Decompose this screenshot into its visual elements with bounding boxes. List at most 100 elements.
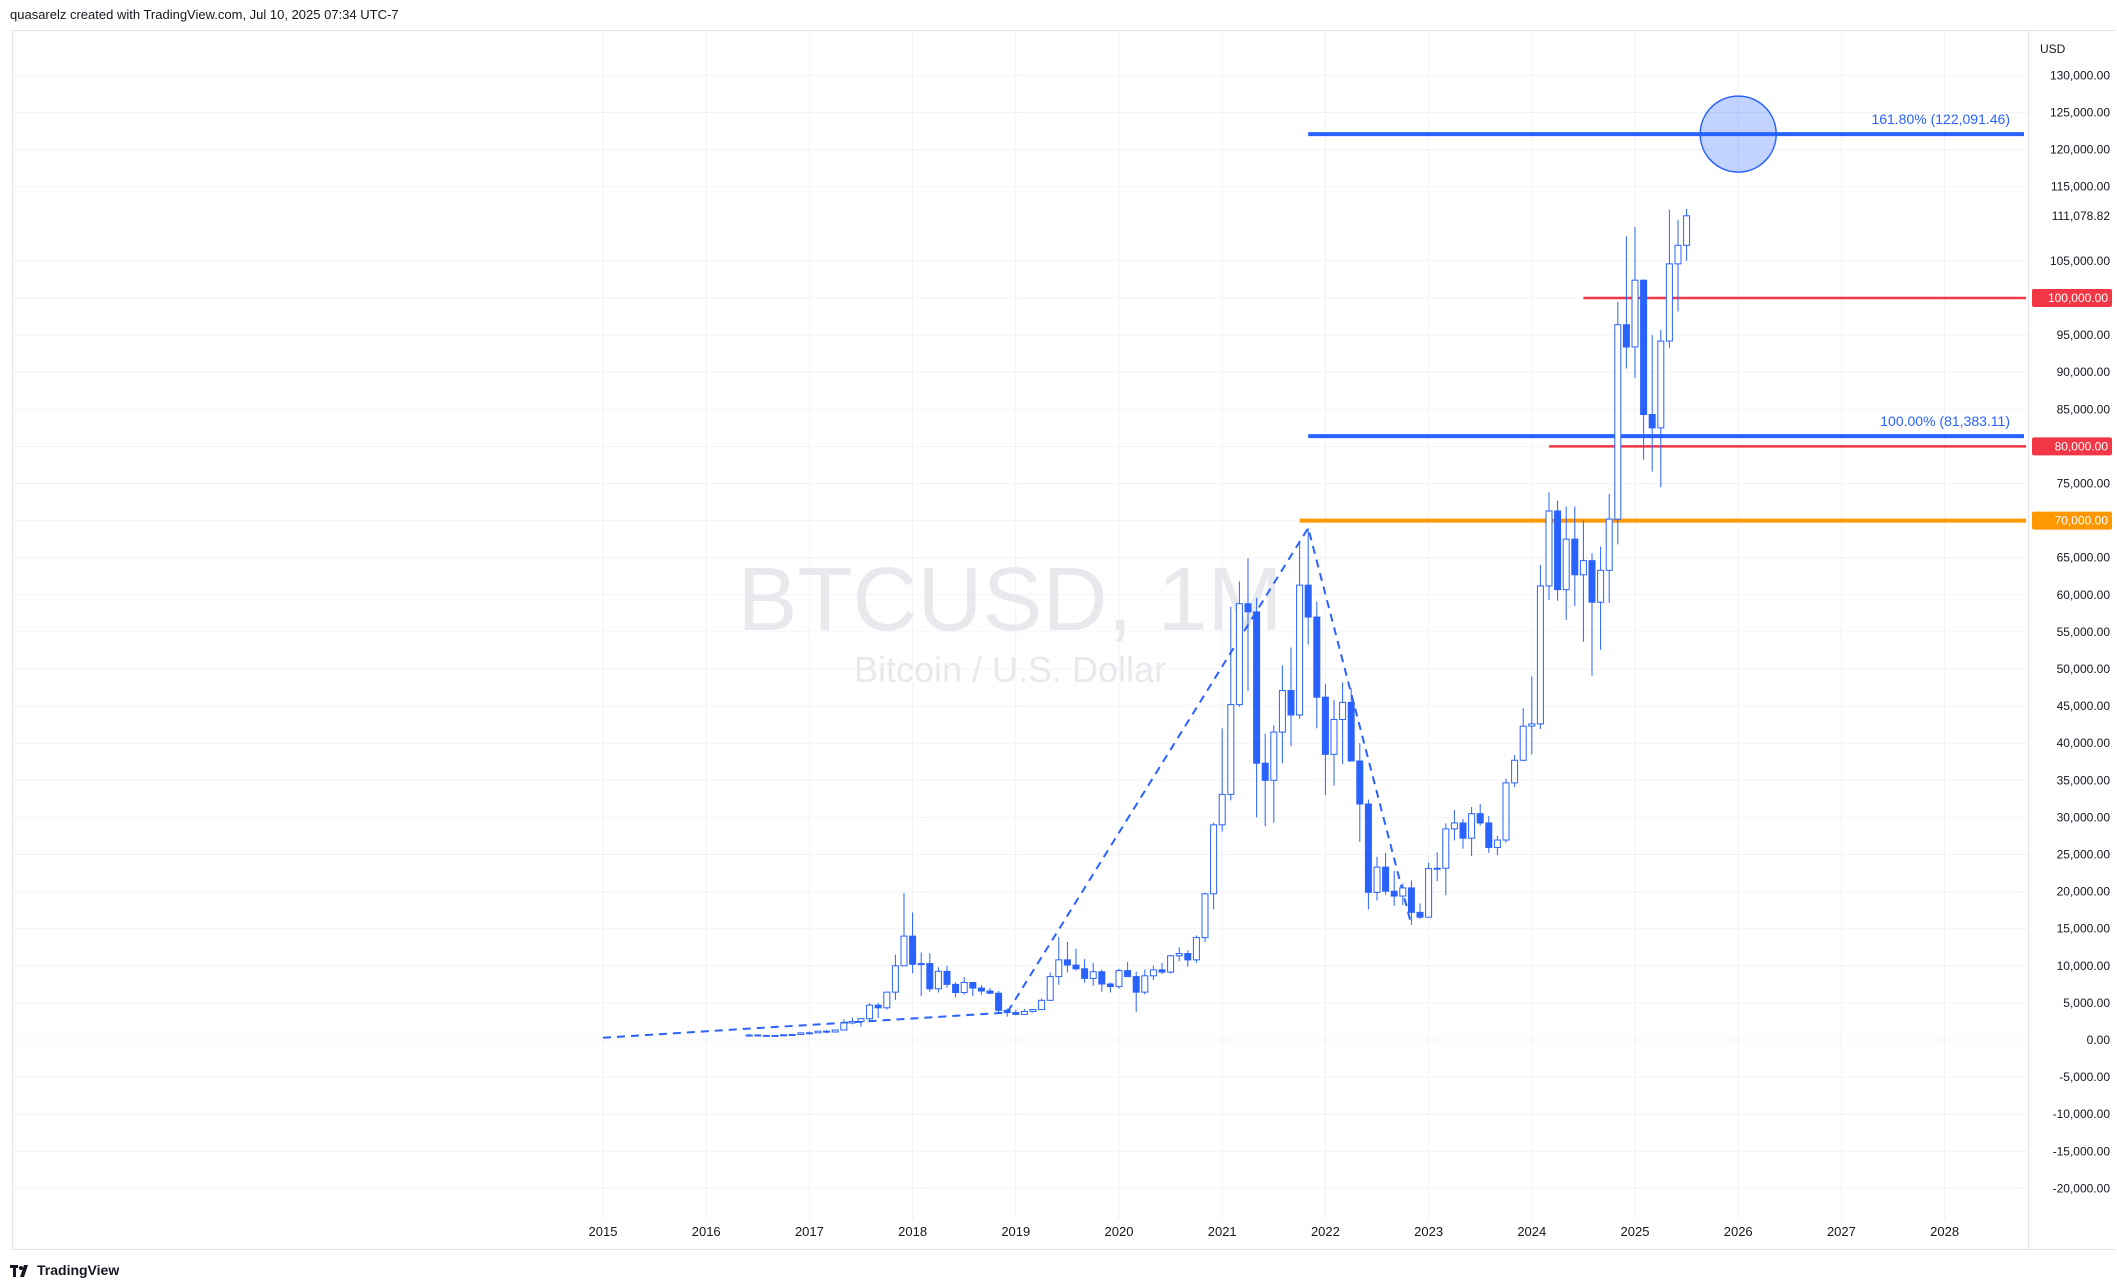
- candle[interactable]: [1115, 968, 1123, 989]
- candle[interactable]: [1554, 500, 1562, 601]
- candle[interactable]: [1029, 1009, 1037, 1013]
- candle[interactable]: [840, 1019, 848, 1031]
- candle[interactable]: [926, 953, 934, 992]
- candle[interactable]: [1442, 823, 1450, 896]
- candle[interactable]: [1407, 880, 1415, 925]
- level-price-badge[interactable]: [2032, 289, 2112, 307]
- candle[interactable]: [745, 1033, 753, 1037]
- candle[interactable]: [848, 1017, 856, 1025]
- candle[interactable]: [1304, 528, 1312, 645]
- candle[interactable]: [831, 1029, 839, 1033]
- candle[interactable]: [891, 954, 899, 1000]
- candle[interactable]: [969, 981, 977, 997]
- candle[interactable]: [1192, 935, 1200, 963]
- level-price-badge[interactable]: [2032, 511, 2112, 530]
- candle[interactable]: [780, 1034, 788, 1037]
- candle[interactable]: [1270, 725, 1278, 823]
- candle[interactable]: [1158, 962, 1166, 974]
- candle[interactable]: [1081, 959, 1089, 983]
- candle[interactable]: [1046, 972, 1054, 1001]
- candle[interactable]: [1502, 778, 1510, 843]
- candle[interactable]: [1511, 755, 1519, 787]
- candle[interactable]: [1175, 947, 1183, 962]
- candle[interactable]: [1235, 581, 1243, 707]
- candle[interactable]: [1597, 546, 1605, 650]
- candle[interactable]: [1210, 822, 1218, 910]
- candle[interactable]: [874, 1002, 882, 1019]
- candle[interactable]: [1321, 683, 1329, 796]
- candle[interactable]: [1622, 236, 1630, 369]
- candle[interactable]: [797, 1032, 805, 1035]
- candle[interactable]: [995, 991, 1003, 1014]
- candle[interactable]: [986, 988, 994, 994]
- candle[interactable]: [1528, 676, 1536, 755]
- candle[interactable]: [1261, 733, 1269, 827]
- candle[interactable]: [1536, 565, 1544, 730]
- candle[interactable]: [1003, 1008, 1011, 1017]
- candle[interactable]: [1390, 870, 1398, 906]
- candle[interactable]: [900, 893, 908, 967]
- candle[interactable]: [1167, 955, 1175, 974]
- candle[interactable]: [1132, 971, 1140, 1012]
- candle[interactable]: [883, 991, 891, 1010]
- candle[interactable]: [909, 912, 917, 974]
- candle[interactable]: [1106, 982, 1114, 993]
- candle[interactable]: [1605, 493, 1613, 603]
- candle[interactable]: [1098, 969, 1106, 992]
- candle[interactable]: [943, 965, 951, 988]
- candle[interactable]: [1648, 335, 1656, 472]
- candle[interactable]: [1614, 301, 1622, 545]
- candle[interactable]: [1089, 962, 1097, 986]
- candle[interactable]: [1244, 558, 1252, 692]
- candle[interactable]: [1373, 856, 1381, 901]
- candle[interactable]: [1184, 950, 1192, 967]
- currency-label[interactable]: USD: [2040, 42, 2066, 56]
- candle[interactable]: [814, 1030, 822, 1034]
- candle[interactable]: [1253, 597, 1261, 818]
- candle[interactable]: [1038, 998, 1046, 1011]
- candle[interactable]: [1450, 809, 1458, 841]
- tradingview-logo[interactable]: TradingView: [10, 1262, 119, 1278]
- candle[interactable]: [762, 1034, 770, 1037]
- candle[interactable]: [1459, 818, 1467, 849]
- candle[interactable]: [1562, 506, 1570, 621]
- candle[interactable]: [1072, 948, 1080, 971]
- trend-projection-line[interactable]: [602, 525, 1413, 1039]
- candle[interactable]: [917, 952, 925, 997]
- target-highlight-circle[interactable]: [1699, 95, 1777, 173]
- candle[interactable]: [1571, 506, 1579, 606]
- candle[interactable]: [788, 1033, 796, 1036]
- candle[interactable]: [1296, 542, 1304, 719]
- candle[interactable]: [823, 1029, 831, 1034]
- candle[interactable]: [1476, 804, 1484, 826]
- candle[interactable]: [1313, 601, 1321, 729]
- candle[interactable]: [960, 976, 968, 995]
- candle[interactable]: [1674, 220, 1682, 312]
- candle[interactable]: [952, 982, 960, 998]
- candle[interactable]: [1287, 647, 1295, 747]
- candle[interactable]: [857, 1018, 865, 1027]
- candle[interactable]: [1063, 942, 1071, 973]
- candle[interactable]: [1485, 815, 1493, 854]
- price-axis[interactable]: [2028, 30, 2116, 1250]
- candle[interactable]: [1657, 329, 1665, 488]
- candle[interactable]: [1218, 728, 1226, 832]
- candle[interactable]: [1640, 279, 1648, 460]
- candle[interactable]: [1347, 688, 1355, 762]
- candle[interactable]: [1227, 606, 1235, 801]
- candle[interactable]: [754, 1034, 762, 1037]
- candle[interactable]: [1278, 665, 1286, 764]
- candle[interactable]: [1579, 520, 1587, 642]
- candle[interactable]: [1399, 883, 1407, 905]
- candle[interactable]: [1665, 209, 1673, 348]
- candle[interactable]: [1012, 1009, 1020, 1016]
- candle[interactable]: [1468, 807, 1476, 856]
- candle[interactable]: [866, 1003, 874, 1021]
- candle[interactable]: [1425, 862, 1433, 918]
- candle[interactable]: [1339, 682, 1347, 764]
- candle[interactable]: [977, 985, 985, 995]
- candle[interactable]: [1330, 700, 1338, 786]
- candle[interactable]: [1124, 962, 1132, 978]
- level-price-badge[interactable]: [2032, 437, 2112, 456]
